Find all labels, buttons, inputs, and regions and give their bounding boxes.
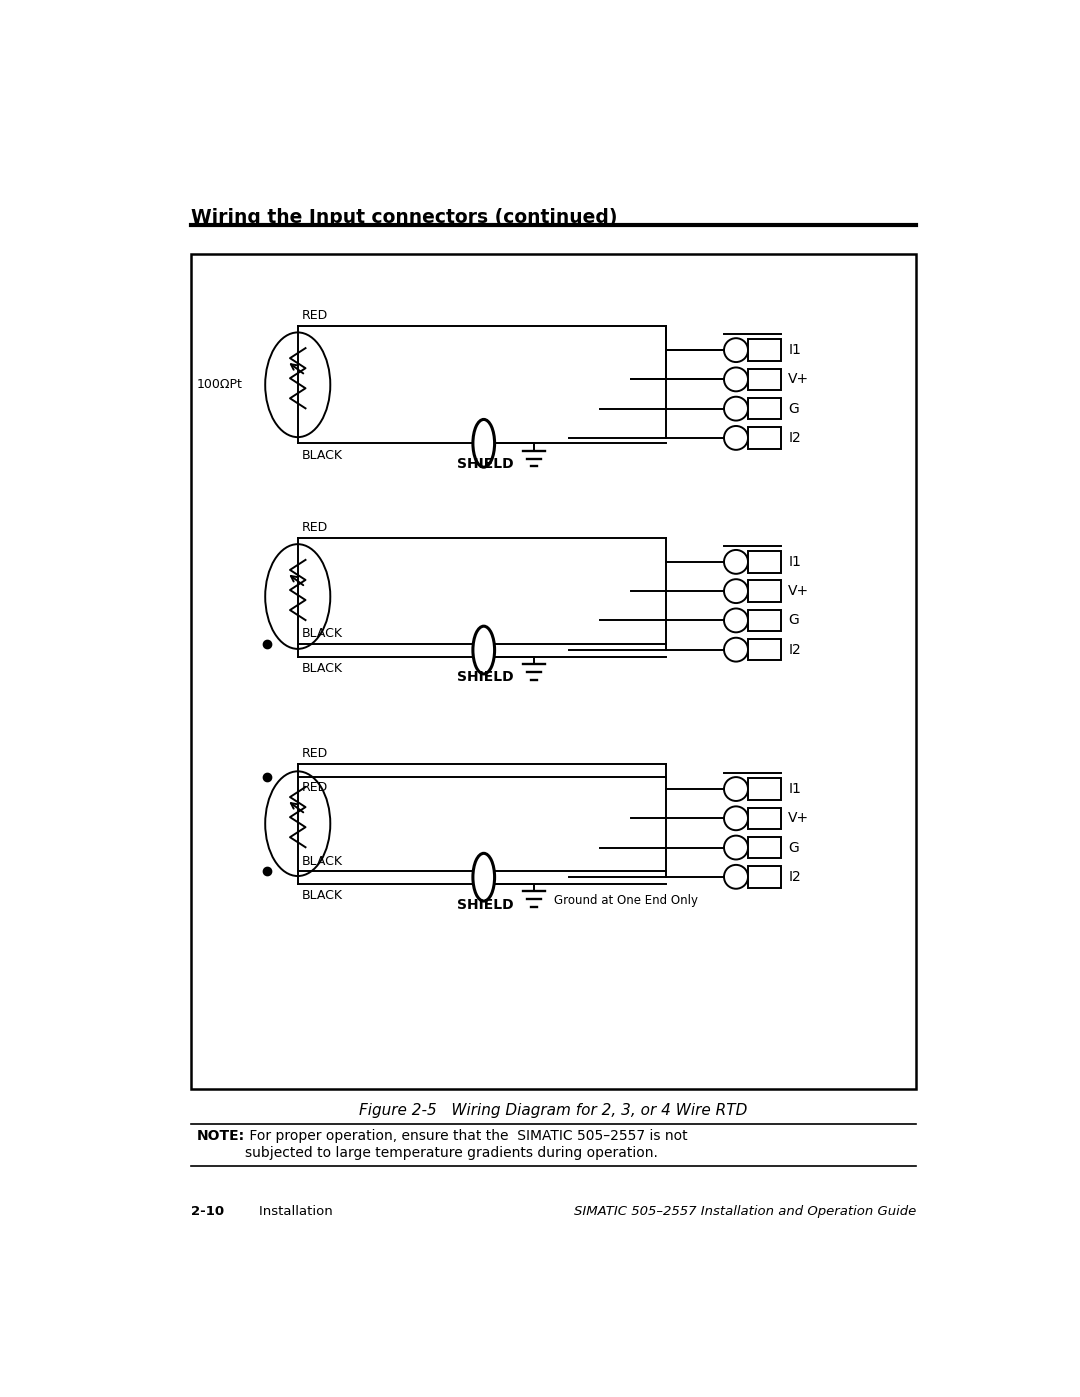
- Text: Wiring the Input connectors (continued): Wiring the Input connectors (continued): [191, 208, 618, 226]
- Text: Ground at One End Only: Ground at One End Only: [554, 894, 698, 907]
- Bar: [191, 254, 916, 1090]
- Text: BLACK: BLACK: [301, 448, 342, 461]
- Text: BLACK: BLACK: [301, 855, 342, 868]
- Text: RED: RED: [301, 747, 328, 760]
- Text: I2: I2: [788, 870, 801, 884]
- Text: For proper operation, ensure that the  SIMATIC 505–2557 is not
subjected to larg: For proper operation, ensure that the SI…: [245, 1129, 688, 1160]
- Text: G: G: [788, 841, 799, 855]
- Text: 100ΩPt: 100ΩPt: [197, 379, 243, 391]
- Bar: [748, 638, 781, 661]
- Bar: [748, 837, 781, 858]
- Bar: [748, 339, 781, 360]
- Text: V+: V+: [788, 584, 809, 598]
- Bar: [748, 580, 781, 602]
- Text: G: G: [788, 613, 799, 627]
- Bar: [748, 369, 781, 390]
- Bar: [748, 398, 781, 419]
- Bar: [748, 609, 781, 631]
- Text: I2: I2: [788, 643, 801, 657]
- Text: I1: I1: [788, 555, 801, 569]
- Text: RED: RED: [301, 521, 328, 534]
- Text: SHIELD: SHIELD: [457, 457, 513, 471]
- Text: G: G: [788, 402, 799, 416]
- Text: NOTE:: NOTE:: [197, 1129, 245, 1143]
- Bar: [748, 550, 781, 573]
- Bar: [748, 427, 781, 448]
- Text: BLACK: BLACK: [301, 627, 342, 640]
- Text: Figure 2-5   Wiring Diagram for 2, 3, or 4 Wire RTD: Figure 2-5 Wiring Diagram for 2, 3, or 4…: [360, 1104, 747, 1118]
- Text: BLACK: BLACK: [301, 888, 342, 902]
- Bar: [748, 778, 781, 800]
- Text: RED: RED: [301, 781, 328, 793]
- Text: I1: I1: [788, 344, 801, 358]
- Text: SHIELD: SHIELD: [457, 898, 513, 912]
- Text: BLACK: BLACK: [301, 662, 342, 675]
- Text: I2: I2: [788, 430, 801, 444]
- Text: 2-10: 2-10: [191, 1204, 224, 1218]
- Bar: [748, 866, 781, 887]
- Text: SIMATIC 505–2557 Installation and Operation Guide: SIMATIC 505–2557 Installation and Operat…: [573, 1204, 916, 1218]
- Text: I1: I1: [788, 782, 801, 796]
- Text: V+: V+: [788, 812, 809, 826]
- Text: RED: RED: [301, 309, 328, 323]
- Text: SHIELD: SHIELD: [457, 671, 513, 685]
- Text: Installation: Installation: [242, 1204, 333, 1218]
- Bar: [748, 807, 781, 828]
- Text: V+: V+: [788, 373, 809, 387]
